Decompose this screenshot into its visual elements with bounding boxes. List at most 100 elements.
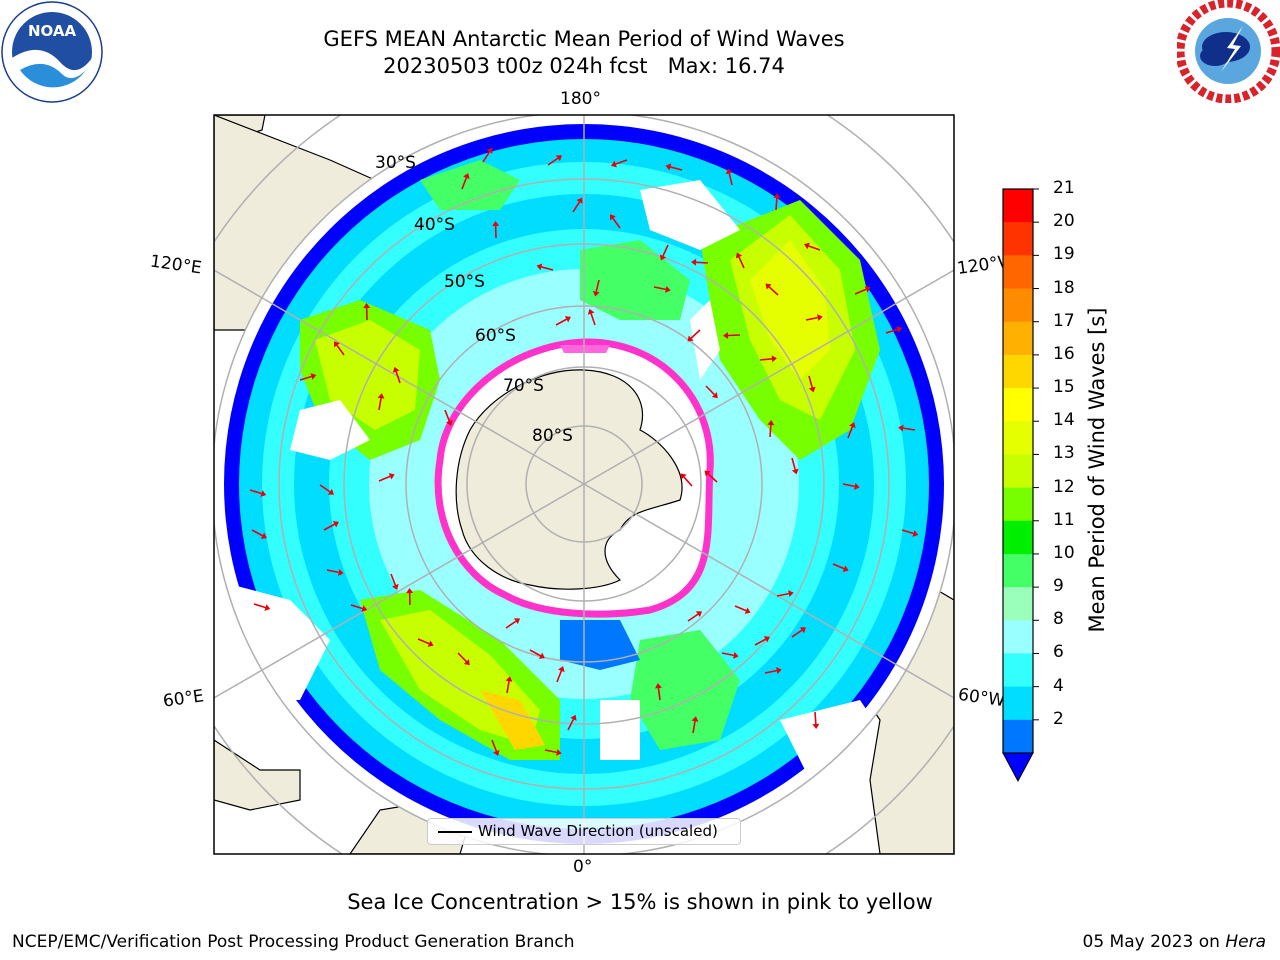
map-title: GEFS MEAN Antarctic Mean Period of Wind … [323, 27, 845, 51]
wave-direction-arrow [491, 739, 500, 756]
wave-direction-arrow [319, 484, 335, 495]
wave-direction-arrow [555, 316, 571, 326]
colorbar-tick-label: 9 [1053, 576, 1064, 597]
wave-direction-arrow [556, 666, 565, 683]
wave-direction-arrow [492, 221, 500, 239]
colorbar-tick-label: 15 [1053, 377, 1075, 398]
colorbar-tick-label: 14 [1053, 410, 1075, 431]
wave-direction-arrow [705, 385, 718, 399]
colorbar-tick-label: 13 [1053, 443, 1075, 464]
wave-direction-arrow [567, 714, 577, 731]
map-legend: Wind Wave Direction (unscaled) [427, 818, 741, 845]
lat-label-40s: 40°S [414, 215, 455, 235]
wave-direction-arrow [803, 242, 821, 251]
wave-direction-arrow [808, 375, 816, 393]
colorbar-tick-label: 8 [1053, 609, 1064, 630]
wave-direction-arrow [654, 683, 662, 701]
wave-direction-arrow [390, 573, 399, 590]
wave-direction-arrow [764, 667, 782, 675]
wave-direction-arrow [326, 568, 344, 576]
wave-direction-arrow [704, 470, 718, 483]
antarctica [455, 369, 683, 590]
wave-direction-arrow [610, 159, 628, 168]
wave-direction-arrow [734, 605, 751, 614]
wave-direction-arrow [791, 457, 799, 475]
wave-direction-arrow [687, 611, 703, 622]
wave-direction-arrow [536, 263, 554, 271]
wave-direction-arrow [544, 748, 562, 756]
wave-direction-arrow [805, 314, 823, 322]
wave-direction-arrow [529, 649, 545, 659]
wind-wave-arrows [249, 147, 919, 756]
colorbar-tick-label: 12 [1053, 476, 1075, 497]
lat-label-50s: 50°S [444, 272, 485, 292]
colorbar-tick-label: 20 [1053, 211, 1075, 232]
lat-label-60s: 60°S [475, 326, 516, 346]
legend-line-icon [438, 831, 472, 833]
lat-label-80s: 80°S [532, 426, 573, 446]
colorbar-title: Mean Period of Wind Waves [s] [1085, 307, 1109, 633]
wave-direction-arrow [898, 424, 916, 432]
colorbar-tick-label: 2 [1053, 708, 1064, 729]
wave-direction-arrow [406, 588, 414, 606]
wave-direction-arrow [759, 355, 777, 363]
wave-direction-arrow [847, 422, 856, 439]
noaa-logo-text: NOAA [28, 22, 77, 40]
map-subtitle: 20230503 t00z 024h fcst Max: 16.74 [383, 54, 785, 78]
footer-date: 05 May 2023 on Hera [1083, 932, 1267, 952]
wave-direction-arrow [253, 603, 271, 611]
wave-direction-arrow [725, 168, 733, 186]
wave-direction-arrow [377, 393, 385, 411]
wave-direction-arrow [691, 258, 709, 266]
wave-direction-arrow [587, 308, 596, 326]
sea-ice-caption: Sea Ice Concentration > 15% is shown in … [347, 890, 933, 914]
wave-direction-arrow [901, 529, 919, 537]
wave-direction-arrow [721, 651, 739, 659]
footer-org: NCEP/EMC/Verification Post Processing Pr… [12, 932, 575, 952]
wave-direction-arrow [687, 329, 701, 342]
wave-direction-arrow [323, 521, 339, 531]
wave-direction-arrow [754, 636, 770, 646]
colorbar-tick-label: 16 [1053, 343, 1075, 364]
colorbar-tick-label: 4 [1053, 675, 1064, 696]
graticule [214, 115, 954, 854]
wave-direction-arrow [609, 214, 621, 229]
wave-direction-arrow [854, 286, 871, 295]
wave-direction-arrow [444, 409, 453, 426]
wave-direction-arrow [832, 563, 849, 572]
colorbar-tick-label: 18 [1053, 277, 1075, 298]
wave-direction-arrow [776, 590, 794, 598]
wave-direction-arrow [299, 373, 317, 381]
wave-direction-arrow [767, 420, 775, 438]
wave-direction-arrow [547, 155, 563, 166]
lon-label-0: 0° [573, 857, 593, 877]
wave-direction-arrow [691, 716, 699, 734]
wave-direction-arrow [392, 366, 401, 384]
wave-direction-arrow [812, 711, 820, 729]
wave-direction-arrow [572, 197, 583, 213]
wave-direction-arrow [765, 283, 779, 296]
map-frame [213, 114, 955, 855]
colorbar-tick-label: 21 [1053, 178, 1075, 198]
wave-direction-arrow [653, 285, 671, 293]
wave-direction-arrow [723, 332, 741, 339]
nws-logo [1177, 0, 1280, 103]
footer-date-text: 05 May 2023 on [1082, 932, 1226, 952]
colorbar-tick-label: 11 [1053, 509, 1075, 530]
wave-direction-arrow [249, 489, 267, 497]
wave-direction-arrow [885, 326, 903, 334]
wave-direction-arrow [482, 147, 493, 163]
colorbar-tick-label: 10 [1053, 542, 1075, 563]
wave-direction-arrow [457, 652, 470, 666]
colorbar-tick-label: 19 [1053, 244, 1075, 265]
wave-direction-arrow [680, 473, 693, 487]
wave-direction-arrow [461, 173, 470, 190]
colorbar-tick-label: 17 [1053, 310, 1075, 331]
wave-direction-arrow [665, 163, 683, 171]
lat-label-30s: 30°S [375, 153, 416, 173]
legend-label: Wind Wave Direction (unscaled) [478, 822, 718, 840]
wave-direction-arrow [350, 604, 368, 612]
noaa-logo: NOAA [1, 1, 103, 103]
wave-direction-arrow [505, 676, 513, 694]
